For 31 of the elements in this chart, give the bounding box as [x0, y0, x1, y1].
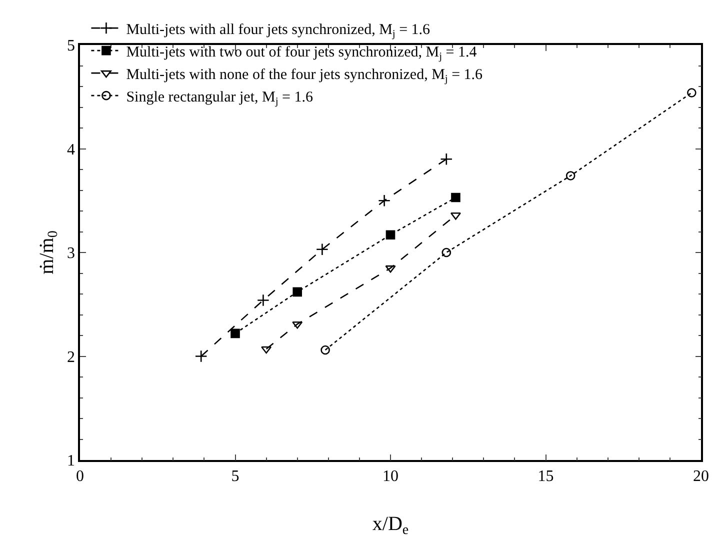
x-tick-label: 5	[231, 468, 240, 485]
y-tick-label: 1	[67, 452, 76, 470]
point	[194, 350, 208, 362]
x-axis-title: x/D$_{e}$	[372, 512, 409, 538]
point	[256, 294, 270, 306]
x-tick-label: 0	[76, 468, 84, 485]
point	[566, 171, 576, 180]
point	[386, 230, 396, 240]
point	[440, 152, 453, 166]
point	[687, 88, 696, 98]
y-tick-label: 2	[67, 348, 76, 366]
point	[230, 328, 240, 338]
y-tick-label: 3	[67, 245, 76, 262]
legend-label: Multi-jets with all four jets synchronized, M$_{j}$ = 1.6	[126, 22, 431, 40]
point	[385, 265, 396, 273]
point	[292, 287, 302, 297]
x-tick-label: 15	[538, 468, 554, 485]
point	[316, 243, 328, 256]
point	[292, 321, 303, 329]
y-tick-label: 4	[67, 141, 76, 158]
point	[261, 346, 272, 354]
legend-label: Multi-jets with none of the four jets synchronized, M$_{j}$ = 1.6	[126, 66, 484, 86]
point	[320, 345, 330, 355]
legend-label: Multi-jets with two out of four jets synchronized, M$_{j}$ = 1.4	[126, 44, 478, 63]
x-tick-label: 10	[382, 468, 398, 485]
y-tick-label: 5	[67, 38, 76, 55]
point	[378, 194, 391, 207]
point	[451, 192, 460, 202]
x-tick-label: 20	[693, 468, 709, 485]
point	[442, 248, 452, 258]
legend-label: Single rectangular jet, M$_{j}$ = 1.6	[126, 89, 314, 108]
